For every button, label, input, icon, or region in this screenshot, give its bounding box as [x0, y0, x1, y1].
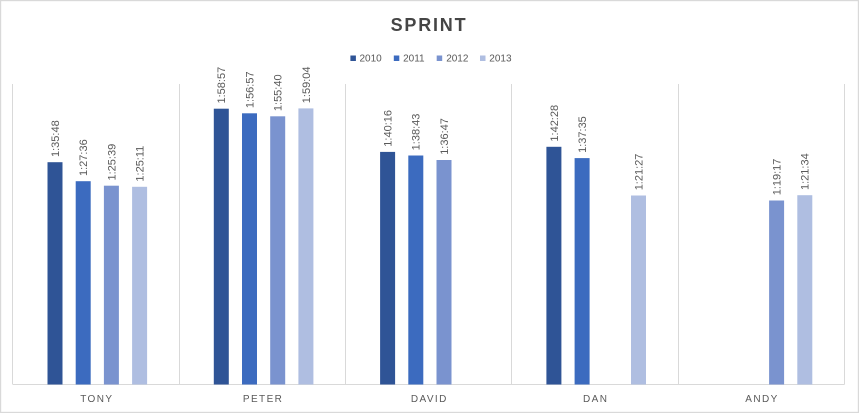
- svg-text:1:56:57: 1:56:57: [244, 71, 256, 108]
- svg-text:DAVID: DAVID: [411, 394, 448, 405]
- svg-text:1:25:11: 1:25:11: [135, 146, 147, 182]
- svg-text:1:55:40: 1:55:40: [273, 74, 285, 111]
- svg-text:2013: 2013: [489, 54, 512, 65]
- svg-text:1:58:57: 1:58:57: [216, 67, 228, 104]
- svg-text:DAN: DAN: [583, 394, 608, 405]
- svg-text:1:59:04: 1:59:04: [301, 66, 313, 103]
- svg-text:SPRINT: SPRINT: [391, 15, 468, 35]
- svg-text:1:21:27: 1:21:27: [633, 154, 645, 191]
- svg-text:2012: 2012: [446, 54, 469, 65]
- svg-text:1:19:17: 1:19:17: [772, 159, 784, 196]
- svg-text:ANDY: ANDY: [745, 394, 778, 405]
- svg-text:1:36:47: 1:36:47: [439, 118, 451, 155]
- svg-text:1:25:39: 1:25:39: [106, 144, 118, 181]
- svg-text:1:35:48: 1:35:48: [50, 120, 62, 157]
- svg-text:1:42:28: 1:42:28: [549, 105, 561, 142]
- svg-text:2011: 2011: [403, 54, 425, 65]
- svg-text:1:40:16: 1:40:16: [383, 110, 395, 147]
- svg-text:1:27:36: 1:27:36: [78, 139, 90, 176]
- svg-text:1:38:43: 1:38:43: [411, 114, 423, 151]
- svg-text:2010: 2010: [360, 54, 383, 65]
- svg-text:1:21:34: 1:21:34: [800, 153, 812, 190]
- svg-text:PETER: PETER: [243, 394, 283, 405]
- svg-text:TONY: TONY: [80, 394, 113, 405]
- svg-text:1:37:35: 1:37:35: [577, 116, 589, 153]
